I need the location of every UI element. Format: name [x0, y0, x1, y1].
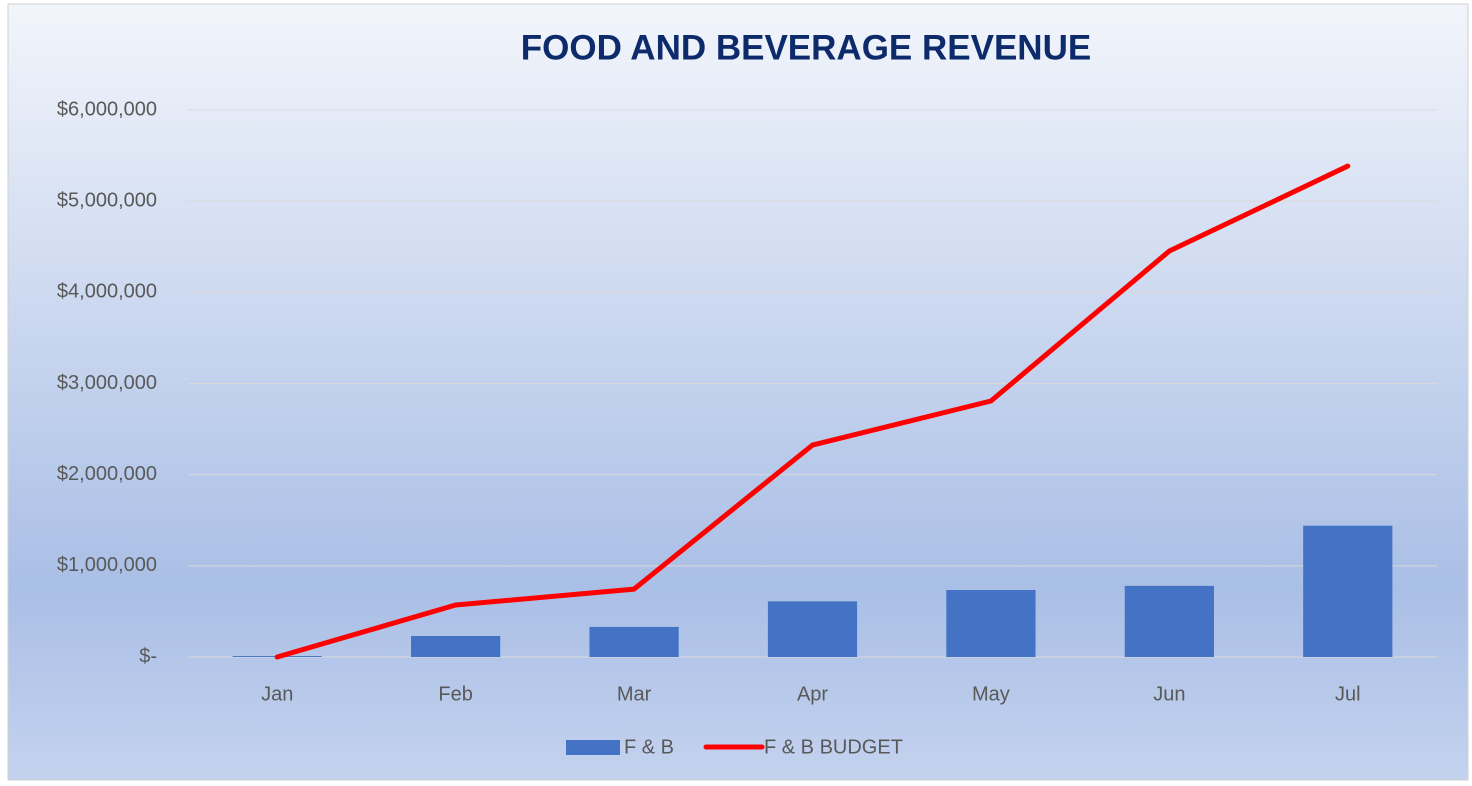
bar — [411, 636, 501, 657]
legend-swatch — [566, 740, 620, 755]
y-tick-label: $1,000,000 — [57, 554, 157, 576]
chart-title: FOOD AND BEVERAGE REVENUE — [521, 28, 1091, 67]
legend-label: F & B BUDGET — [764, 736, 903, 758]
line — [274, 163, 1351, 660]
x-tick-label: Jul — [1335, 683, 1361, 705]
x-tick-label: Mar — [617, 683, 652, 705]
chart-background — [7, 3, 1469, 781]
bar — [946, 589, 1036, 657]
y-tick-label: $2,000,000 — [57, 463, 157, 485]
x-tick-label: Jan — [261, 683, 293, 705]
x-tick-label: Feb — [438, 683, 472, 705]
legend-label: F & B — [624, 736, 674, 758]
y-tick-label: $6,000,000 — [57, 98, 157, 120]
y-tick-label: $5,000,000 — [57, 189, 157, 211]
x-tick-label: Apr — [797, 683, 828, 705]
x-tick-label: Jun — [1153, 683, 1185, 705]
bar — [1303, 525, 1393, 657]
bar — [589, 626, 679, 657]
x-tick-label: May — [972, 683, 1010, 705]
bar — [1124, 585, 1214, 657]
y-tick-label: $3,000,000 — [57, 372, 157, 394]
y-tick-label: $4,000,000 — [57, 281, 157, 303]
bar — [767, 601, 858, 657]
y-tick-label: $- — [139, 645, 157, 667]
